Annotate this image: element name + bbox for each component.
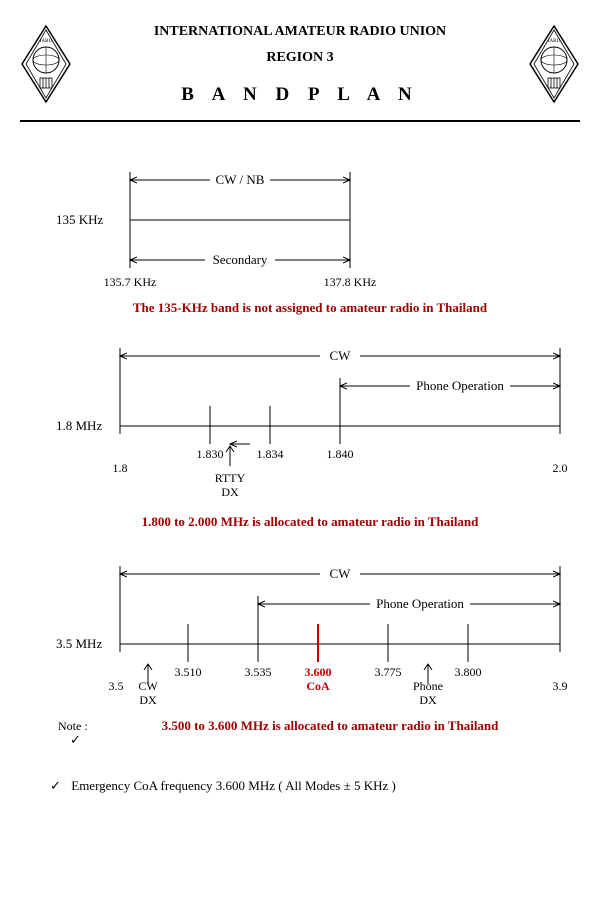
coa-label: CoA <box>306 679 330 693</box>
title-bandplan: B A N D P L A N <box>20 84 580 106</box>
band-18mhz: CW Phone Operation 1.8 MHz 1.830 1.834 1… <box>20 344 580 544</box>
band-135khz-svg: CW / NB 135 KHz Secondary 135.7 KHz 137.… <box>20 162 580 332</box>
phonedx-2: DX <box>419 693 437 707</box>
rtty-label: RTTY <box>215 471 246 485</box>
header-rule <box>20 120 580 122</box>
emergency-note-row: ✓ Emergency CoA frequency 3.600 MHz ( Al… <box>20 778 580 794</box>
note-35: 3.500 to 3.600 MHz is allocated to amate… <box>162 718 500 733</box>
tick-3800: 3.800 <box>455 665 482 679</box>
note-18: 1.800 to 2.000 MHz is allocated to amate… <box>142 514 480 529</box>
cwdx-1: CW <box>138 679 158 693</box>
freq-35: 3.5 <box>109 679 124 693</box>
band-18mhz-svg: CW Phone Operation 1.8 MHz 1.830 1.834 1… <box>20 344 580 544</box>
title-main: INTERNATIONAL AMATEUR RADIO UNION <box>20 24 580 40</box>
freq-18: 1.8 <box>113 461 128 475</box>
tick-1830: 1.830 <box>197 447 224 461</box>
freq-20: 2.0 <box>553 461 568 475</box>
cw-nb-label: CW / NB <box>216 172 265 187</box>
band-135khz: CW / NB 135 KHz Secondary 135.7 KHz 137.… <box>20 162 580 332</box>
tick-3510: 3.510 <box>175 665 202 679</box>
band-35mhz-svg: CW Phone Operation 3.5 MHz 3.510 3.535 3… <box>20 562 580 772</box>
emergency-note: Emergency CoA frequency 3.600 MHz ( All … <box>71 778 396 793</box>
secondary-label: Secondary <box>213 252 268 267</box>
band-35mhz: CW Phone Operation 3.5 MHz 3.510 3.535 3… <box>20 562 580 772</box>
header: IARU IARU INTERNATIONAL AMATEUR RAD <box>20 24 580 122</box>
phonedx-1: Phone <box>413 679 443 693</box>
rtty-dx-label: DX <box>221 485 239 499</box>
freq-39: 3.9 <box>553 679 568 693</box>
tick-1840: 1.840 <box>327 447 354 461</box>
coa-3600: 3.600 <box>305 665 332 679</box>
note-135: The 135-KHz band is not assigned to amat… <box>133 300 488 315</box>
band-label-35: 3.5 MHz <box>56 636 102 651</box>
check-1: ✓ <box>70 732 81 747</box>
cwdx-2: DX <box>139 693 157 707</box>
cw-label-35: CW <box>330 566 352 581</box>
tick-1834: 1.834 <box>257 447 284 461</box>
note-label: Note : <box>58 719 88 733</box>
svg-text:IARU: IARU <box>40 39 53 44</box>
band-label-18: 1.8 MHz <box>56 418 102 433</box>
phone-label-35: Phone Operation <box>376 596 464 611</box>
tick-3775: 3.775 <box>375 665 402 679</box>
page: IARU IARU INTERNATIONAL AMATEUR RAD <box>0 0 600 814</box>
phone-label-18: Phone Operation <box>416 378 504 393</box>
tick-3535: 3.535 <box>245 665 272 679</box>
logo-right: IARU <box>528 24 580 109</box>
freq-1378: 137.8 KHz <box>324 275 377 289</box>
logo-left: IARU <box>20 24 72 109</box>
cw-label-18: CW <box>330 348 352 363</box>
title-region: REGION 3 <box>20 50 580 66</box>
freq-1357: 135.7 KHz <box>104 275 157 289</box>
check-icon: ✓ <box>50 778 68 794</box>
svg-text:IARU: IARU <box>548 39 561 44</box>
band-label-135: 135 KHz <box>56 212 104 227</box>
